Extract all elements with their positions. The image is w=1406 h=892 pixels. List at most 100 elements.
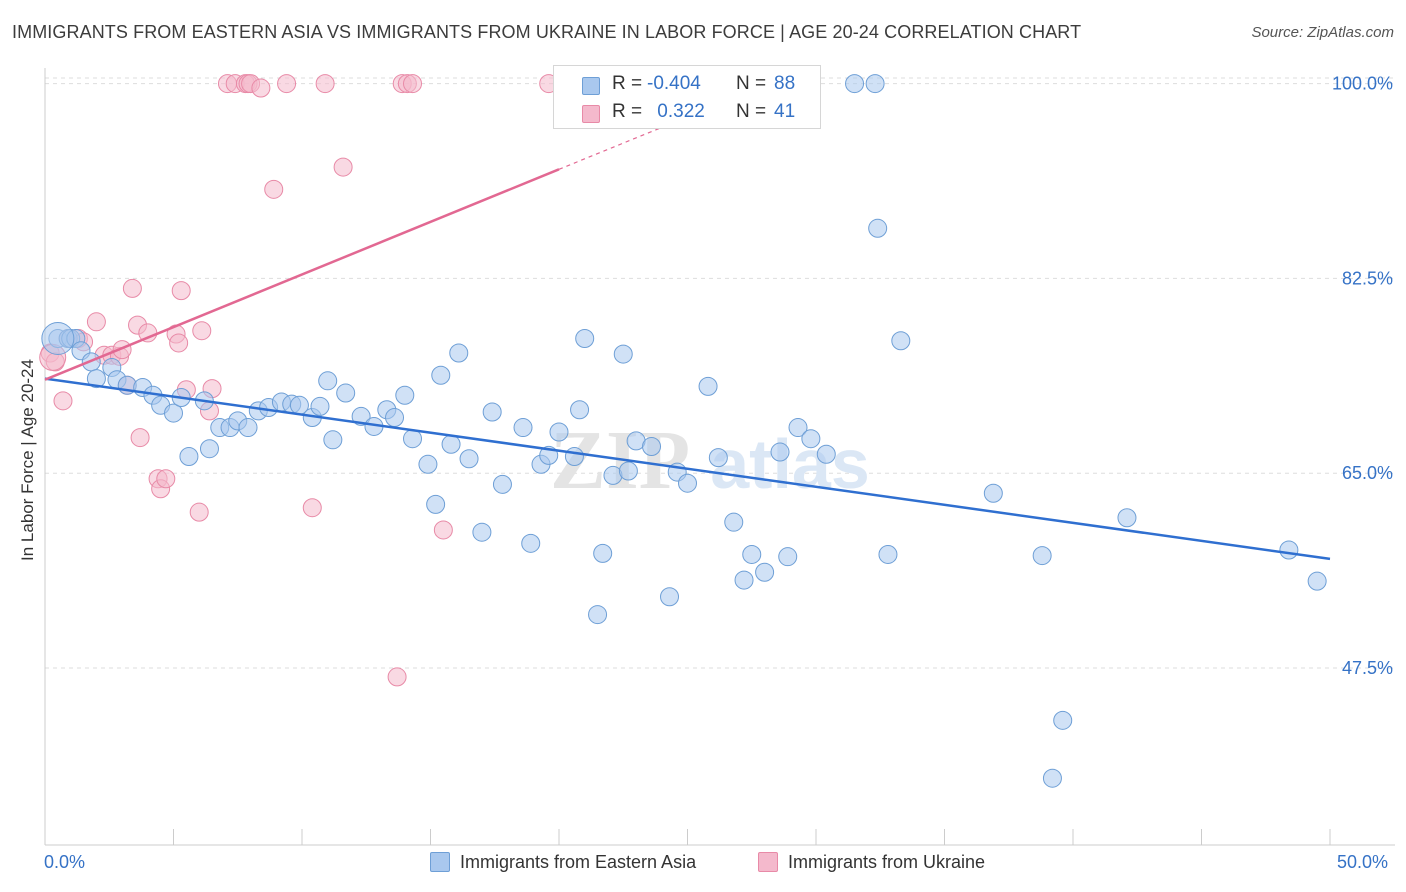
grid-lines <box>45 77 1395 669</box>
ukraine-point <box>169 333 189 353</box>
eastern-asia-point <box>521 533 541 553</box>
legend-r-value: 0.322 <box>652 101 705 122</box>
eastern-asia-point <box>395 385 415 405</box>
ukraine-point <box>130 428 150 448</box>
eastern-asia-point <box>492 474 512 494</box>
ukraine-point <box>156 469 176 489</box>
eastern-asia-point <box>1042 768 1062 788</box>
bottom-legend-label: Immigrants from Eastern Asia <box>460 852 697 872</box>
eastern-asia-point <box>868 218 888 238</box>
eastern-asia-point <box>801 429 821 449</box>
legend-row-ukraine: R = 0.322 N = 41 <box>554 101 822 129</box>
eastern-asia-point <box>778 547 798 567</box>
watermark: ZIP atlas <box>550 414 870 507</box>
eastern-asia-point <box>788 418 808 438</box>
eastern-asia-point <box>86 369 106 389</box>
ukraine-point <box>53 391 73 411</box>
ukraine-point <box>189 502 209 522</box>
eastern-asia-point <box>708 448 728 468</box>
ukraine-point <box>315 74 335 94</box>
eastern-asia-point <box>588 605 608 625</box>
ukraine-point <box>86 312 106 332</box>
eastern-asia-point <box>698 376 718 396</box>
eastern-asia-point <box>459 449 479 469</box>
eastern-asia-point <box>164 403 183 423</box>
eastern-asia-point <box>564 447 584 466</box>
eastern-asia-point <box>351 406 371 426</box>
eastern-asia-point <box>199 439 219 459</box>
ukraine-point <box>333 157 353 177</box>
trend-lines <box>44 97 1331 561</box>
eastern-asia-point <box>179 447 199 466</box>
chart-title: IMMIGRANTS FROM EASTERN ASIA VS IMMIGRAN… <box>12 22 1082 42</box>
eastern-asia-point <box>426 494 446 514</box>
eastern-asia-point <box>724 512 744 532</box>
correlation-legend: R = -0.404 N = 88 R = 0.322 N = 41 <box>553 65 821 129</box>
legend-n-label: N = <box>736 73 767 94</box>
bottom-legend-swatch-pink <box>758 852 778 872</box>
legend-row-eastern-asia: R = -0.404 N = 88 <box>554 73 822 101</box>
eastern-asia-point <box>1279 540 1299 560</box>
bottom-legend-ukraine: Immigrants from Ukraine <box>758 852 985 873</box>
ukraine-point <box>122 278 142 298</box>
y-tick-label: 100.0% <box>1332 74 1393 94</box>
eastern-asia-point <box>418 454 438 474</box>
eastern-asia-point <box>1307 571 1327 591</box>
ukraine-point <box>433 520 453 540</box>
eastern-asia-point <box>878 544 898 564</box>
eastern-asia-point <box>593 543 613 563</box>
eastern-asia-point <box>1032 546 1052 566</box>
ukraine-point <box>192 321 212 341</box>
eastern-asia-trend-line <box>44 377 1331 561</box>
eastern-asia-point <box>660 587 680 607</box>
eastern-asia-point <box>618 461 638 481</box>
eastern-asia-point <box>323 430 343 450</box>
eastern-asia-point <box>816 444 836 464</box>
eastern-asia-point <box>1053 710 1073 730</box>
legend-n-value: 88 <box>774 73 796 94</box>
eastern-asia-point <box>449 343 469 363</box>
eastern-asia-point <box>482 402 502 422</box>
eastern-asia-point <box>513 418 533 438</box>
eastern-asia-point <box>1117 508 1137 528</box>
legend-r-label: R = <box>612 101 643 122</box>
legend-r-value: -0.404 <box>647 73 701 94</box>
eastern-asia-point <box>385 408 405 428</box>
x-axis-min-label: 0.0% <box>44 852 86 872</box>
ukraine-point <box>302 498 322 518</box>
legend-n-value: 41 <box>774 101 796 122</box>
eastern-asia-point <box>613 344 633 364</box>
eastern-asia-point <box>441 434 461 454</box>
ukraine-point <box>403 74 423 94</box>
x-axis-max-label: 50.0% <box>1337 852 1389 872</box>
eastern-asia-point <box>238 418 258 438</box>
bottom-legend-swatch-blue <box>430 852 450 872</box>
chart-source: Source: ZipAtlas.com <box>1251 24 1394 41</box>
legend-swatch-pink <box>582 105 600 123</box>
eastern-asia-point <box>472 522 492 542</box>
eastern-asia-point <box>734 570 754 590</box>
ukraine-point <box>251 78 271 98</box>
eastern-asia-point <box>570 400 590 420</box>
eastern-asia-point <box>983 483 1003 503</box>
eastern-asia-point <box>755 562 775 582</box>
y-tick-label: 82.5% <box>1342 268 1393 288</box>
eastern-asia-point <box>742 544 762 564</box>
bottom-legend-eastern-asia: Immigrants from Eastern Asia <box>430 852 696 873</box>
axes <box>44 68 1395 846</box>
y-axis-title: In Labor Force | Age 20-24 <box>18 359 37 561</box>
y-tick-labels: 100.0% 82.5% 65.0% 47.5% <box>1332 74 1393 678</box>
eastern-asia-point <box>891 331 911 351</box>
eastern-asia-point <box>642 436 662 456</box>
eastern-asia-point <box>865 74 885 94</box>
eastern-asia-point <box>318 371 338 391</box>
ukraine-point <box>277 74 297 94</box>
legend-n-label: N = <box>736 101 767 122</box>
y-tick-label: 47.5% <box>1342 658 1393 678</box>
eastern-asia-point <box>41 322 75 356</box>
ukraine-point <box>264 179 284 199</box>
eastern-asia-point <box>549 422 569 442</box>
eastern-asia-point <box>431 365 451 385</box>
ukraine-trend-line <box>44 168 560 381</box>
